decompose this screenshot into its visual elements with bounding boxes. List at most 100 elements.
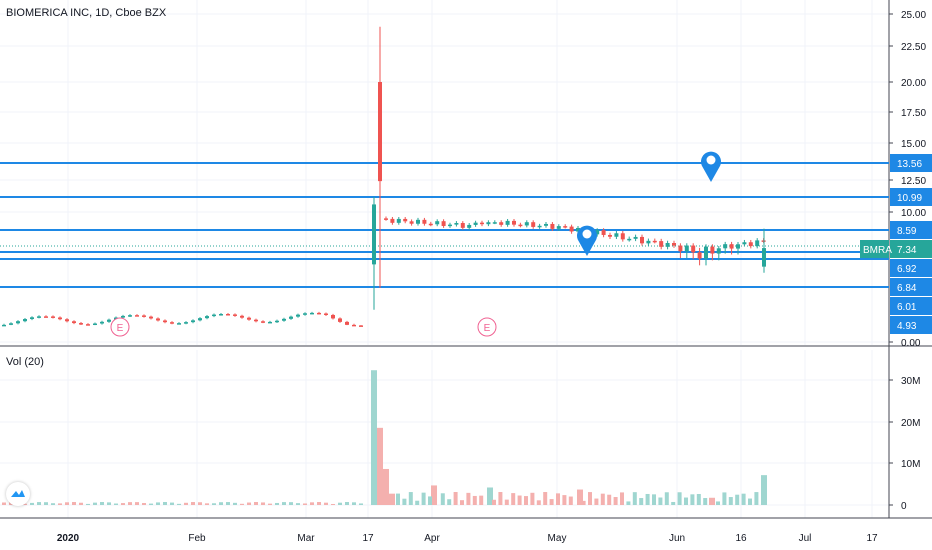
x-tick-label: Apr — [424, 533, 440, 544]
volume-bar — [240, 503, 244, 505]
volume-bar — [191, 502, 195, 505]
price-tag — [890, 240, 932, 258]
candle-body — [403, 218, 408, 222]
candle-body — [646, 240, 651, 244]
candle-body — [652, 240, 657, 243]
candle-body — [16, 321, 20, 324]
volume-bar — [383, 468, 389, 505]
candle-body — [338, 318, 342, 322]
candle-body — [518, 224, 523, 227]
price-tag-label: 8.59 — [897, 226, 917, 237]
volume-bar — [107, 502, 111, 505]
tradingview-logo-icon[interactable] — [6, 482, 30, 506]
candle-body — [275, 320, 279, 323]
volume-bar — [86, 503, 90, 505]
volume-bar — [632, 492, 637, 505]
volume-bar — [212, 503, 216, 505]
candle-body — [100, 321, 104, 324]
volume-bar — [233, 502, 237, 505]
volume-bar — [114, 503, 118, 505]
candle-body — [422, 219, 427, 224]
candle-body — [762, 248, 766, 267]
candle-body — [460, 223, 465, 228]
candle-body — [710, 246, 715, 254]
volume-bar — [296, 503, 300, 505]
x-tick-label: Jun — [669, 533, 685, 544]
volume-bar — [247, 502, 251, 505]
candle-body — [563, 226, 568, 228]
candle-body — [93, 323, 97, 326]
volume-bar — [511, 493, 516, 505]
candle-body — [595, 230, 600, 235]
volume-bar — [415, 500, 420, 505]
volume-bar — [163, 502, 167, 505]
candle-body — [212, 314, 216, 317]
candle-body — [310, 312, 314, 315]
earnings-marker-label: E — [117, 323, 124, 334]
volume-bar — [524, 496, 528, 505]
candle-body — [128, 315, 132, 317]
candle-body — [30, 317, 34, 320]
candle-body — [428, 223, 433, 226]
earnings-marker-label: E — [484, 323, 491, 334]
candle-body — [601, 230, 606, 235]
volume-bar — [396, 493, 400, 505]
volume-bar — [492, 499, 496, 505]
candle-body — [723, 244, 728, 249]
candle-body — [268, 321, 272, 324]
volume-bar — [639, 498, 644, 505]
volume-bar — [536, 500, 541, 505]
candle-body — [441, 221, 446, 226]
volume-bar — [620, 492, 624, 505]
map-pin-body — [577, 225, 597, 256]
candle-body — [716, 248, 721, 254]
y-tick-label: 25.00 — [901, 10, 926, 21]
candle-body — [378, 82, 382, 182]
volume-bar — [402, 498, 407, 505]
volume-bar — [30, 502, 34, 505]
volume-bar — [282, 502, 286, 505]
candle-body — [416, 219, 420, 224]
volume-bar — [761, 475, 767, 505]
volume-bar — [447, 499, 452, 505]
volume-bar — [690, 494, 695, 505]
volume-bar — [440, 493, 445, 505]
candle-body — [396, 218, 401, 223]
candle-body — [121, 315, 125, 318]
volume-bar — [588, 492, 592, 505]
y-tick-label: 17.50 — [901, 108, 926, 119]
volume-bar — [549, 499, 554, 505]
volume-bar — [594, 498, 599, 505]
price-tag — [890, 154, 932, 172]
volume-bar — [100, 502, 104, 505]
volume-bar — [303, 503, 307, 505]
chart-title: BIOMERICA INC, 1D, Cboe BZX — [6, 7, 167, 19]
candle-body — [390, 218, 395, 223]
candle-body — [142, 315, 146, 317]
map-pin-hole — [706, 155, 716, 165]
volume-bar — [626, 501, 631, 505]
candle-body — [627, 238, 632, 241]
candle-body — [191, 320, 195, 323]
candle-body — [486, 222, 491, 225]
candle-body — [296, 314, 300, 317]
volume-bar — [226, 502, 230, 505]
volume-bar — [37, 502, 41, 505]
price-tag-label: 7.34 — [897, 245, 917, 256]
price-tag-label: 4.93 — [897, 321, 917, 332]
candle-body — [384, 218, 388, 220]
logo-shape — [11, 490, 25, 497]
volume-bar — [352, 502, 356, 505]
candle-body — [448, 224, 452, 227]
volume-tick-label: 10M — [901, 459, 920, 470]
volume-bar — [479, 495, 484, 505]
candle-body — [505, 220, 510, 225]
candle-body — [282, 318, 286, 321]
x-tick-label: Jul — [799, 533, 812, 544]
price-tag — [890, 297, 932, 315]
y-tick-label: 0.00 — [901, 338, 921, 349]
price-tag-label: 6.01 — [897, 302, 917, 313]
volume-bar — [2, 502, 6, 505]
candle-body — [537, 225, 542, 228]
